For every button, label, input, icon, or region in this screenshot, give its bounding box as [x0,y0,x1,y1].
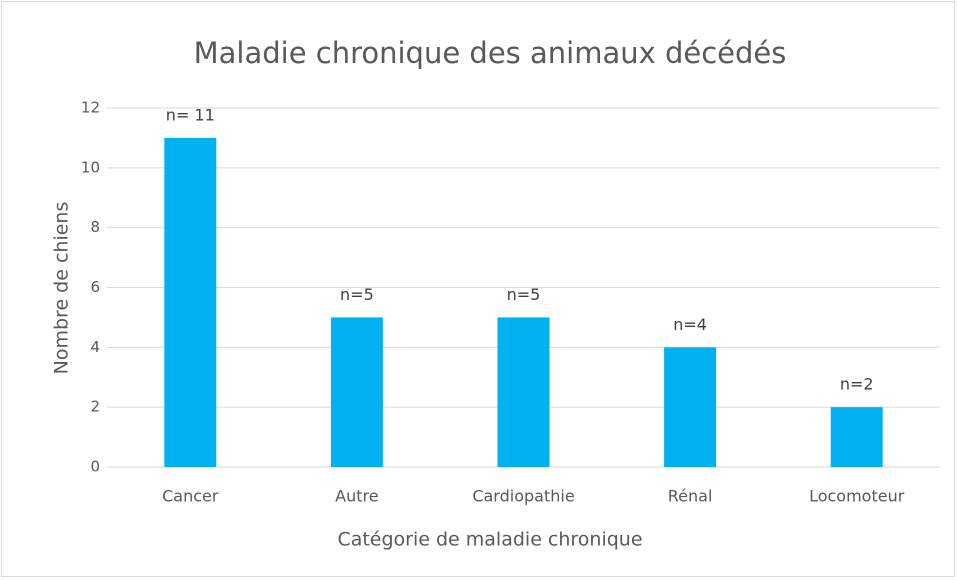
bar [664,347,717,467]
y-tick-label: 8 [90,218,100,236]
y-tick-label: 4 [90,338,100,356]
bar [330,317,383,467]
bar [497,317,550,467]
data-label: n=4 [673,315,707,334]
x-axis-label: Catégorie de maladie chronique [337,529,642,551]
x-tick-label: Autre [335,487,378,506]
y-axis-label: Nombre de chiens [51,202,73,375]
data-label: n= 11 [166,105,215,124]
data-label: n=5 [507,285,541,304]
y-tick-label: 12 [81,99,100,117]
data-label: n=5 [340,285,374,304]
x-tick-label: Cancer [162,487,219,506]
y-tick-label: 2 [90,398,100,416]
y-tick-label: 10 [81,158,100,176]
y-tick-label: 6 [90,278,100,296]
data-label: n=2 [840,375,874,394]
bar [164,137,217,467]
y-tick-label: 0 [90,458,100,476]
chart-title: Maladie chronique des animaux décédés [194,36,787,70]
x-tick-label: Rénal [668,487,713,506]
x-tick-label: Cardiopathie [472,487,574,506]
bar [830,407,883,467]
x-tick-label: Locomoteur [809,487,905,506]
